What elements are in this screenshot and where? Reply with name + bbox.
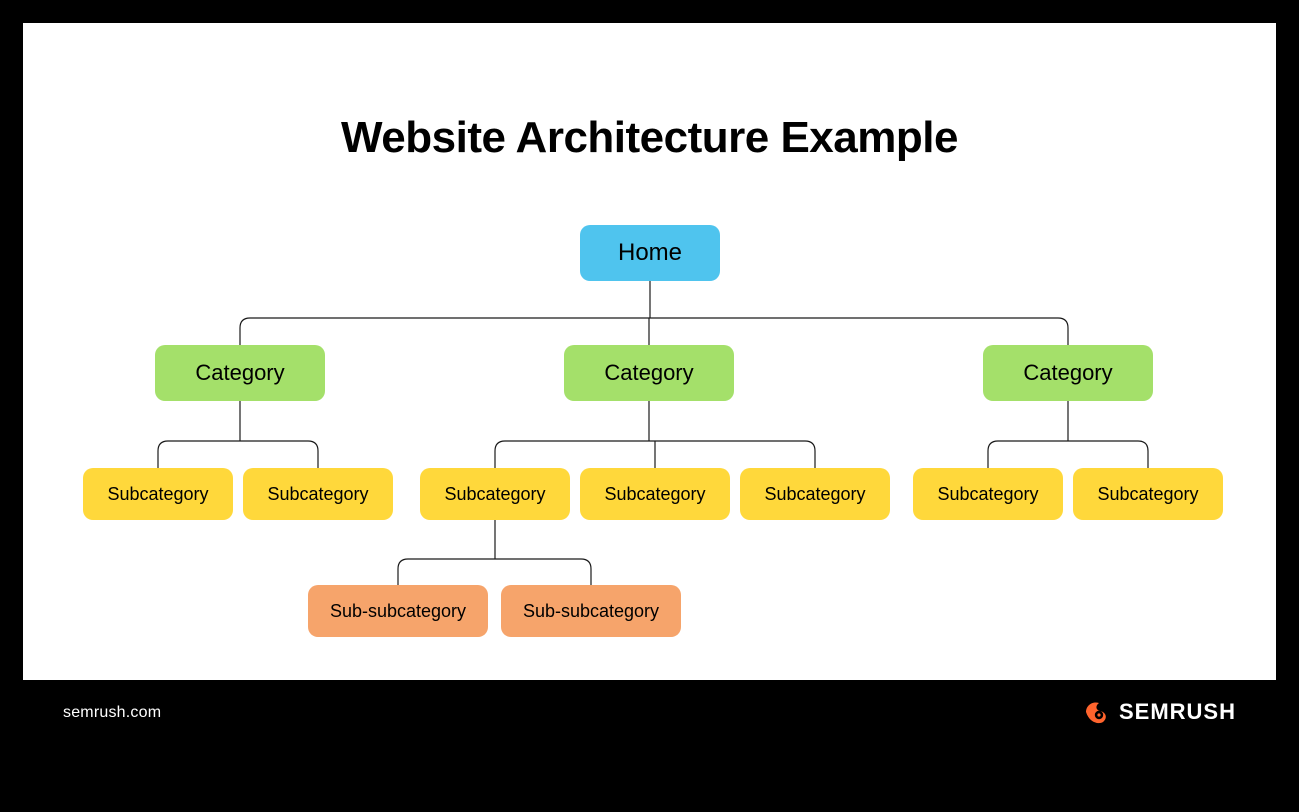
node-label: Subcategory [1097, 484, 1198, 505]
node-cat2: Category [564, 345, 734, 401]
node-label: Category [604, 360, 693, 386]
node-sub2c: Subcategory [740, 468, 890, 520]
node-label: Category [195, 360, 284, 386]
brand-text: SEMRUSH [1119, 699, 1236, 725]
node-label: Subcategory [937, 484, 1038, 505]
node-sub2b: Subcategory [580, 468, 730, 520]
node-label: Home [618, 239, 682, 267]
node-home: Home [580, 225, 720, 281]
node-label: Sub-subcategory [330, 601, 466, 622]
brand-logo: SEMRUSH [1083, 698, 1236, 726]
node-sub3a: Subcategory [913, 468, 1063, 520]
node-sub3b: Subcategory [1073, 468, 1223, 520]
footer-url: semrush.com [63, 704, 161, 722]
node-label: Subcategory [764, 484, 865, 505]
node-label: Subcategory [267, 484, 368, 505]
node-sub1a: Subcategory [83, 468, 233, 520]
node-label: Sub-subcategory [523, 601, 659, 622]
diagram-stage: Website Architecture Example HomeCategor… [23, 23, 1276, 680]
flame-icon [1083, 698, 1111, 726]
node-ss2: Sub-subcategory [501, 585, 681, 637]
node-sub2a: Subcategory [420, 468, 570, 520]
node-ss1: Sub-subcategory [308, 585, 488, 637]
node-cat1: Category [155, 345, 325, 401]
node-label: Category [1023, 360, 1112, 386]
tree-diagram: Home Category Category Category Subcategory S… [23, 23, 1276, 680]
node-cat3: Category [983, 345, 1153, 401]
node-sub1b: Subcategory [243, 468, 393, 520]
node-label: Subcategory [107, 484, 208, 505]
node-label: Subcategory [604, 484, 705, 505]
node-label: Subcategory [444, 484, 545, 505]
footer-bar: semrush.com SEMRUSH [23, 680, 1276, 812]
